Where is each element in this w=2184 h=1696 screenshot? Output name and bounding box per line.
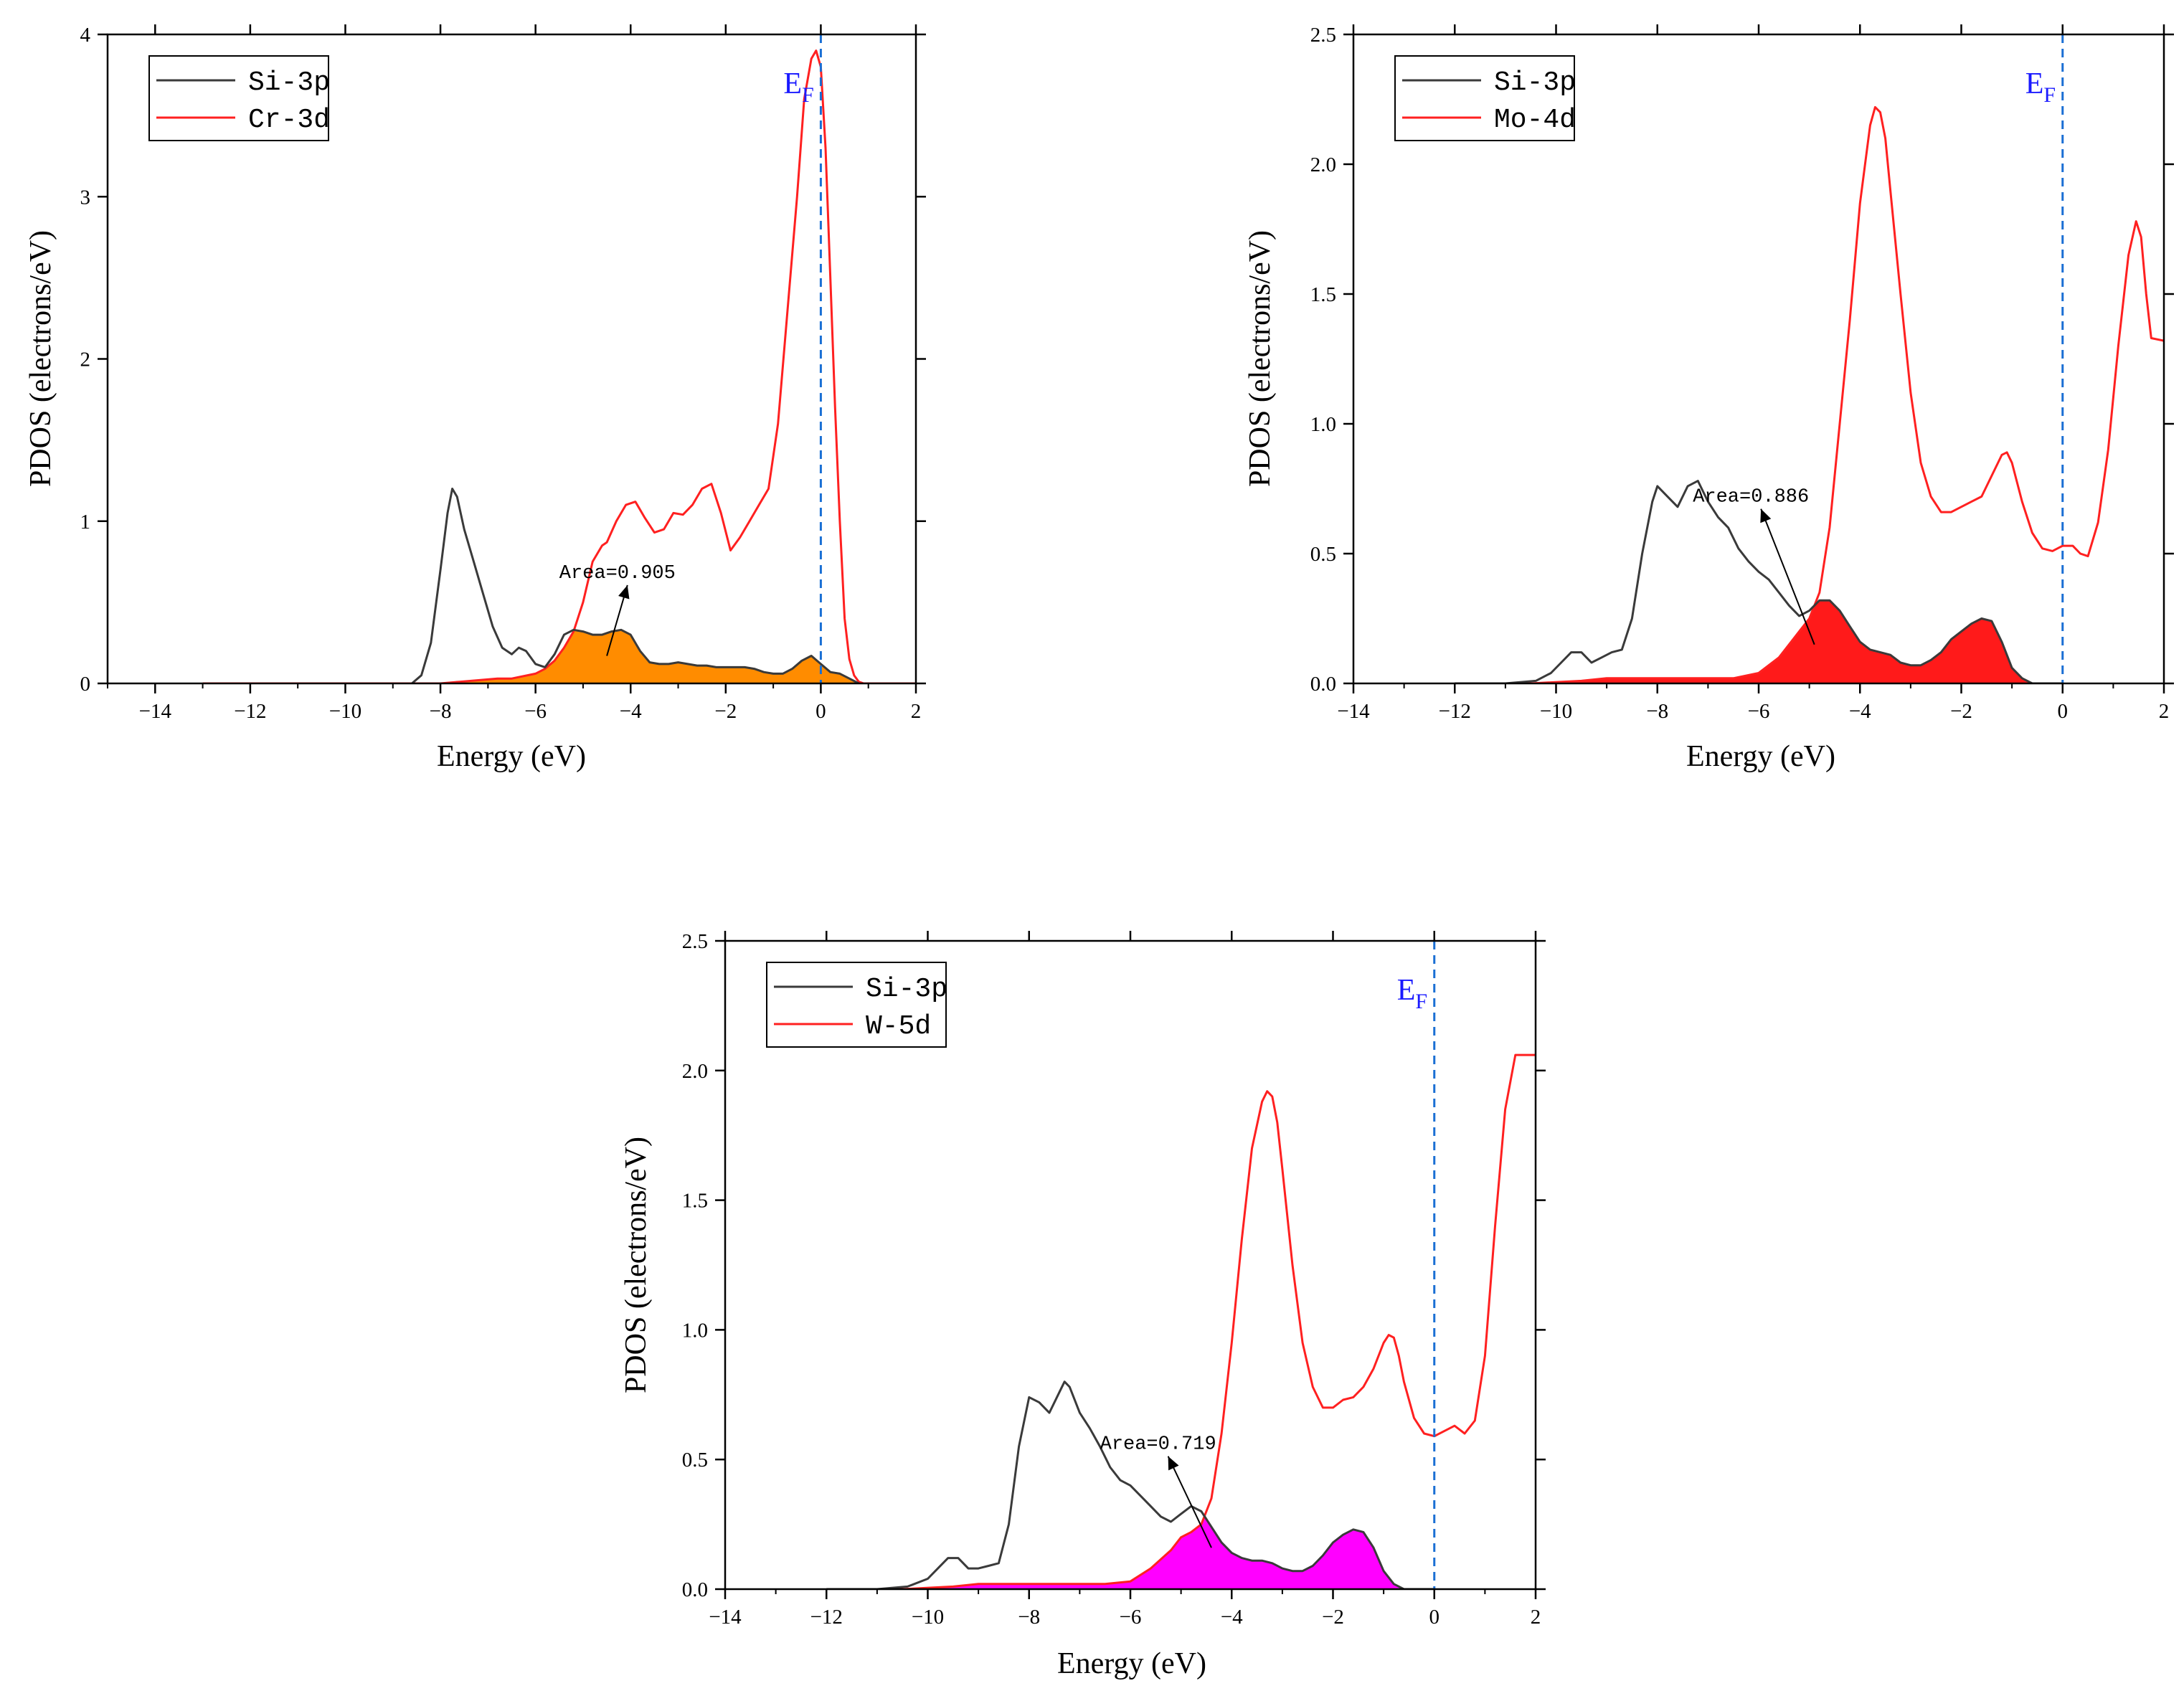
panel-w-5d: −14 −12 −10 −8 −6 −4 −2 0 2 0.0 0.5 1.0 1.5 2.0 2.5 Ene…: [620, 930, 1546, 1680]
x-tick-label: −6: [1120, 1606, 1142, 1629]
panel-mo-4d: −14 −12 −10 −8 −6 −4 −2 0 2 0.0 0.5 1.0 1.5 2.0 2.5 Ene…: [1244, 24, 2174, 773]
series-line-si-3p: [1455, 480, 2063, 683]
area-annotation: Area=0.905: [559, 563, 676, 584]
y-tick-label: 0.0: [682, 1578, 708, 1601]
annotation-arrow-head: [1168, 1456, 1179, 1471]
legend-label: Cr-3d: [248, 105, 330, 136]
x-tick-label: −8: [430, 700, 452, 723]
fermi-label-sub: F: [2043, 83, 2056, 107]
series-line-si-3p: [411, 488, 860, 683]
y-tick-label: 3: [80, 186, 91, 209]
x-tick-label: −8: [1018, 1606, 1040, 1629]
annotation-arrow-head: [1760, 508, 1772, 524]
x-tick-label: −4: [1221, 1606, 1243, 1629]
series-line-si-3p: [826, 1380, 1434, 1589]
x-tick-label: −12: [234, 700, 266, 723]
x-tick-label: 2: [2159, 700, 2170, 723]
panel-cr-3d: −14 −12 −10 −8 −6 −4 −2 0 2 0 1 2 3 4 Energy (eV) PDOS …: [24, 24, 926, 773]
y-axis-title: PDOS (electrons/eV): [620, 1137, 653, 1393]
x-tick-label: −14: [709, 1606, 742, 1629]
x-tick-label: −2: [714, 700, 737, 723]
x-axis-title: Energy (eV): [437, 740, 586, 773]
x-tick-label: 2: [1531, 1606, 1541, 1629]
y-tick-label: 0.0: [1310, 673, 1336, 696]
y-tick-label: 4: [80, 24, 91, 47]
series-line-w-5d: [826, 1053, 1536, 1589]
legend-label: Si-3p: [866, 974, 947, 1005]
fermi-label-sub: F: [802, 83, 814, 107]
x-tick-label: −10: [329, 700, 361, 723]
y-tick-label: 0: [80, 673, 91, 696]
x-tick-label: −2: [1950, 700, 1972, 723]
y-tick-label: 1: [80, 511, 91, 534]
y-tick-label: 1.5: [1310, 283, 1336, 306]
x-tick-label: −8: [1646, 700, 1668, 723]
series-line-mo-4d: [1455, 105, 2164, 683]
legend-box: [148, 55, 329, 141]
x-axis-title: Energy (eV): [1057, 1647, 1206, 1680]
legend-box: [766, 962, 947, 1048]
y-tick-label: 1.0: [682, 1319, 708, 1342]
fermi-label-main: E: [783, 67, 802, 100]
y-tick-label: 2: [80, 349, 91, 371]
fermi-label-sub: F: [1415, 990, 1427, 1013]
legend-label: Mo-4d: [1494, 105, 1576, 136]
annotation-arrow-head: [618, 584, 630, 600]
y-tick-label: 2.0: [1310, 153, 1336, 176]
y-tick-label: 1.5: [682, 1190, 708, 1213]
x-tick-label: −4: [1849, 700, 1871, 723]
y-tick-label: 1.0: [1310, 413, 1336, 436]
x-tick-label: −6: [524, 700, 547, 723]
x-tick-label: 0: [1429, 1606, 1440, 1629]
x-tick-label: 0: [816, 700, 826, 723]
legend-label: W-5d: [866, 1011, 931, 1042]
series-line-cr-3d: [202, 49, 916, 683]
y-tick-label: 2.0: [682, 1060, 708, 1083]
fermi-label-main: E: [1397, 974, 1416, 1007]
x-tick-label: −4: [620, 700, 642, 723]
x-tick-label: −10: [1540, 700, 1572, 723]
x-tick-label: −6: [1748, 700, 1770, 723]
x-tick-label: −12: [810, 1606, 843, 1629]
area-annotation: Area=0.886: [1693, 487, 1809, 508]
legend-box: [1394, 55, 1575, 141]
annotation-arrow-line: [1167, 1456, 1212, 1548]
fermi-label: EF: [783, 67, 813, 107]
y-tick-label: 0.5: [1310, 543, 1336, 566]
x-tick-label: −14: [139, 700, 172, 723]
legend-label: Si-3p: [1494, 67, 1576, 98]
x-axis-title: Energy (eV): [1686, 740, 1835, 773]
x-tick-label: −14: [1337, 700, 1370, 723]
annotation-arrow-line: [1760, 508, 1815, 645]
fermi-label: EF: [2025, 67, 2056, 107]
legend-label: Si-3p: [248, 67, 330, 98]
y-tick-label: 2.5: [1310, 24, 1336, 47]
y-axis-title: PDOS (electrons/eV): [24, 230, 57, 487]
fermi-label-main: E: [2025, 67, 2044, 100]
x-tick-label: −12: [1439, 700, 1471, 723]
x-tick-label: −10: [912, 1606, 944, 1629]
x-tick-label: −2: [1322, 1606, 1344, 1629]
x-tick-label: 2: [911, 700, 922, 723]
x-tick-label: 0: [2058, 700, 2069, 723]
y-axis-title: PDOS (electrons/eV): [1244, 230, 1277, 487]
area-annotation: Area=0.719: [1100, 1434, 1216, 1456]
y-tick-label: 2.5: [682, 930, 708, 953]
y-tick-label: 0.5: [682, 1449, 708, 1472]
fermi-label: EF: [1397, 974, 1427, 1013]
